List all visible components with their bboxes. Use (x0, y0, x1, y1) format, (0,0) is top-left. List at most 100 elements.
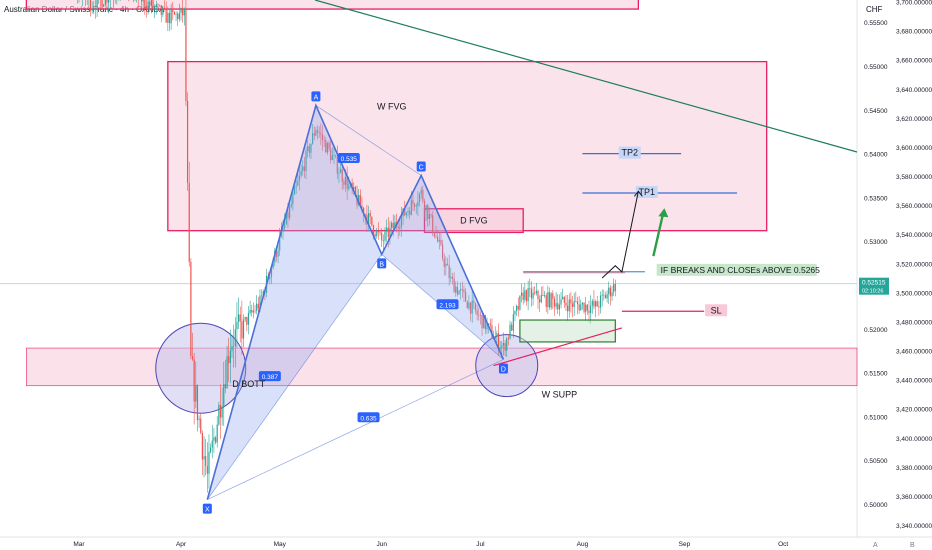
candle-body (167, 12, 169, 23)
candle-body (339, 169, 342, 174)
annotations-layer: IF BREAKS AND CLOSEs ABOVE 0.5265 (493, 190, 820, 367)
candle-body (509, 324, 511, 339)
candle-body (440, 239, 442, 245)
level-badge (618, 146, 641, 159)
zone-label: W SUPP (542, 390, 578, 400)
candle-body (316, 130, 319, 133)
candle-body (152, 0, 154, 9)
price-tick-label: 0.54500 (864, 108, 888, 115)
candle-body (609, 287, 611, 297)
candle-body (450, 276, 452, 279)
candle-body (542, 294, 544, 296)
price-tick-label: 0.54000 (864, 152, 888, 159)
candle-body (422, 189, 424, 201)
secondary-tick-label: 3,640.00000 (896, 87, 932, 94)
candle-body (570, 299, 572, 304)
candle-body (293, 187, 296, 195)
candle-body (512, 314, 514, 331)
price-tick-label: 0.50000 (864, 502, 888, 509)
candle-body (173, 12, 176, 15)
zone-label: D FVG (460, 216, 488, 226)
candle-body (247, 312, 250, 325)
candle-body (534, 292, 536, 294)
candle-body (300, 170, 302, 176)
time-axis[interactable]: Mar Apr May Jun Jul Aug Sep Oct (73, 541, 788, 548)
candle-body (596, 301, 598, 307)
candle-body (593, 300, 595, 307)
candle-body (606, 294, 608, 299)
candle-body (262, 291, 264, 296)
secondary-tick-label: 3,460.00000 (896, 349, 932, 356)
time-tick-label: Aug (577, 541, 589, 548)
candle-body (374, 233, 376, 237)
candle-body (183, 8, 185, 16)
candle-body (277, 250, 279, 257)
candle-body (241, 321, 243, 339)
candle-body (400, 216, 403, 227)
candle-body (501, 345, 503, 348)
candle-body (228, 356, 230, 364)
candle-body (517, 305, 519, 310)
candle-body (502, 343, 505, 346)
secondary-axis: 3,340.00000 3,360.00000 3,380.00000 3,400.0… (896, 0, 932, 530)
candle-body (483, 315, 485, 329)
levels-layer: TP2 TP1 SL (582, 146, 738, 317)
candle-body (506, 338, 508, 351)
candle-body (458, 290, 460, 295)
last-price-value: 0.52515 (862, 280, 886, 287)
candle-body (234, 329, 236, 347)
candle-body (251, 309, 253, 313)
candle-body (257, 303, 259, 309)
secondary-tick-label: 3,420.00000 (896, 407, 932, 414)
candle-body (221, 406, 223, 418)
price-tick-label: 0.51500 (864, 371, 888, 378)
candle-body (476, 310, 478, 315)
ratio-label: 0.635 (360, 415, 377, 422)
candle-body (231, 346, 233, 351)
descending-trendline (314, 0, 858, 153)
secondary-tick-label: 3,660.00000 (896, 58, 932, 65)
secondary-tick-label: 3,360.00000 (896, 494, 932, 501)
candle-body (614, 284, 616, 291)
auto-scale-button[interactable]: A (873, 542, 878, 549)
candle-body (103, 4, 105, 7)
harmonic-point-label: B (379, 261, 384, 268)
candle-body (608, 287, 610, 295)
candle-body (307, 146, 309, 151)
harmonic-point-label: C (419, 165, 424, 172)
candle-body (379, 232, 381, 233)
candle-body (210, 447, 212, 452)
candle-body (89, 0, 92, 11)
candle-body (198, 418, 200, 420)
secondary-tick-label: 3,400.00000 (896, 436, 932, 443)
candle-body (331, 155, 333, 161)
candle-body (522, 292, 524, 300)
candle-body (381, 232, 383, 241)
candle-body (312, 133, 314, 144)
candle-body (527, 288, 529, 302)
harmonic-point-label: D (501, 366, 506, 373)
candle-body (348, 184, 350, 190)
candle-body (598, 306, 600, 308)
price-axis[interactable]: 0.50000 0.50500 0.51000 0.51500 0.52000 0.525… (859, 0, 889, 509)
candle-body (287, 212, 289, 218)
candle-body (310, 143, 312, 153)
candle-body (226, 356, 228, 389)
log-scale-button[interactable]: B (910, 542, 915, 549)
candle-body (206, 465, 208, 474)
candle-body (318, 132, 320, 134)
candle-body (603, 294, 605, 296)
candle-body (285, 212, 287, 224)
candle-body (343, 181, 345, 185)
time-tick-label: Jun (376, 541, 387, 548)
zone-w-fvg (167, 60, 768, 232)
price-tick-label: 0.55500 (864, 20, 888, 27)
candle-body (272, 262, 274, 269)
candle-body (104, 0, 106, 5)
green-arrow-head (658, 208, 669, 218)
time-tick-label: Jul (476, 541, 485, 548)
candle-body (465, 292, 467, 302)
secondary-tick-label: 3,500.00000 (896, 290, 932, 297)
candle-body (392, 222, 394, 229)
